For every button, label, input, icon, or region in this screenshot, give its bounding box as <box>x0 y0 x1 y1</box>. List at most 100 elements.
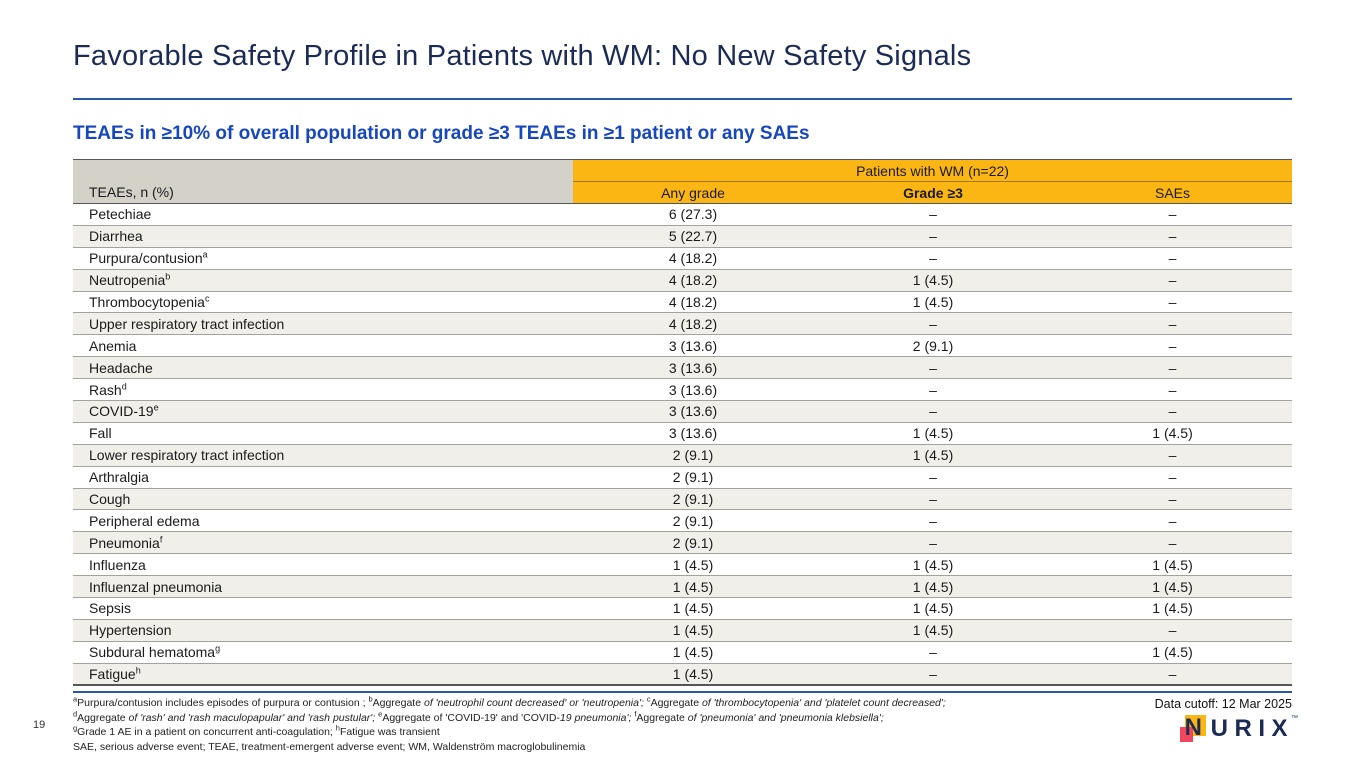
table-caption: TEAEs in ≥10% of overall population or g… <box>73 123 810 144</box>
saes-cell: – <box>1053 400 1293 423</box>
saes-cell: – <box>1053 465 1293 489</box>
any-grade-cell: 1 (4.5) <box>573 575 813 598</box>
group-header-row: TEAEs, n (%) Patients with WM (n=22) <box>73 159 1293 204</box>
table-row: Lower respiratory tract infection 2 (9.1)… <box>73 443 1293 467</box>
teae-name-cell: Cough <box>73 487 573 510</box>
any-grade-cell: 2 (9.1) <box>573 465 813 489</box>
grade3-cell: 1 (4.5) <box>813 421 1053 445</box>
grade3-cell: 1 (4.5) <box>813 597 1053 620</box>
grade3-cell: – <box>929 206 937 223</box>
table-row: Subdural hematomag 1 (4.5) –1 (4.5) <box>73 640 1293 664</box>
table-row: Neutropeniab 4 (18.2) 1 (4.5) – <box>73 268 1293 292</box>
saes-cell: – <box>1053 487 1293 510</box>
any-grade-cell: 3 (13.6) <box>573 421 813 445</box>
column-header-saes: SAEs <box>1053 181 1293 204</box>
page-number: 19 <box>33 719 46 731</box>
teae-name-cell: Arthralgia <box>73 465 573 489</box>
teae-name-cell: Thrombocytopeniac <box>73 290 573 313</box>
data-cutoff-label: Data cutoff: 12 Mar 2025 <box>1154 697 1292 711</box>
saes-cell: – <box>1053 443 1293 467</box>
saes-cell: – <box>1053 662 1293 686</box>
grade3-cell: – <box>813 487 1053 510</box>
teae-name-cell: Rashd <box>73 378 573 401</box>
table-row: Peripheral edema 2 (9.1) – – <box>73 509 1293 532</box>
grade3-cell: 1 (4.5) <box>813 575 1053 598</box>
table-row: Diarrhea 5 (22.7) – – <box>73 224 1293 248</box>
teae-table-container: TEAEs, n (%) Patients with WM (n=22) Any… <box>73 159 1293 687</box>
table-row: COVID-19e 3 (13.6) – – <box>73 400 1293 423</box>
any-grade-cell: 2 (9.1) <box>573 531 813 554</box>
teae-name-cell: Pneumoniaf <box>73 531 573 554</box>
footer-divider <box>73 691 1292 693</box>
table-row: Headache 3 (13.6) – – <box>73 356 1293 379</box>
saes-cell: – <box>1053 531 1293 554</box>
table-row: Fall 3 (13.6) 1 (4.5) 1 (4.5) <box>73 421 1293 445</box>
group-header-cell: Patients with WM (n=22) <box>573 159 1293 182</box>
saes-cell: 1 (4.5) <box>1053 597 1293 620</box>
teae-name-cell: Sepsis <box>73 597 573 620</box>
grade3-cell: – <box>813 509 1053 532</box>
grade3-cell: – <box>813 224 1053 248</box>
saes-cell: – <box>1168 206 1177 223</box>
saes-cell: – <box>1053 246 1293 270</box>
table-row: Arthralgia 2 (9.1) – – <box>73 465 1293 489</box>
teae-name-cell: Fatigueh <box>73 662 573 686</box>
any-grade-cell: 4 (18.2) <box>573 246 813 270</box>
saes-cell: 1 (4.5) <box>1053 421 1293 445</box>
any-grade-cell: 5 (22.7) <box>573 224 813 248</box>
any-grade-cell: 6 (27.3) <box>668 206 718 223</box>
teae-name-cell: Fall <box>73 421 573 445</box>
saes-cell: – <box>1053 509 1293 532</box>
any-grade-cell: 4 (18.2) <box>573 290 813 313</box>
table-row: Thrombocytopeniac 4 (18.2) 1 (4.5) – <box>73 290 1293 313</box>
logo-letter-n: N <box>1184 714 1202 741</box>
table-row: Petechiae 6 (27.3) – – <box>73 204 1292 226</box>
teae-name-cell: Hypertension <box>73 618 573 642</box>
grade3-cell: – <box>813 662 1053 686</box>
table-row: Fatigueh 1 (4.5) – – <box>73 662 1293 686</box>
table-row: Pneumoniaf 2 (9.1) – – <box>73 531 1293 554</box>
table-row: Hypertension 1 (4.5) 1 (4.5) – <box>73 618 1293 642</box>
footnotes: aPurpura/contusion includes episodes of … <box>73 695 1033 754</box>
saes-cell: 1 (4.5) <box>1053 575 1293 598</box>
saes-cell: – <box>1053 618 1293 642</box>
teae-table: TEAEs, n (%) Patients with WM (n=22) Any… <box>73 159 1293 687</box>
grade3-cell: 1 (4.5) <box>813 268 1053 292</box>
row-header-cell: TEAEs, n (%) <box>73 159 573 204</box>
logo-wordmark: URIX <box>1210 715 1294 742</box>
saes-cell: – <box>1053 378 1293 401</box>
any-grade-cell: 1 (4.5) <box>573 553 813 576</box>
table-row: Purpura/contusiona 4 (18.2) – – <box>73 246 1293 270</box>
teae-name-cell: Neutropeniab <box>73 268 573 292</box>
grade3-cell: 1 (4.5) <box>813 290 1053 313</box>
teae-name-cell: Anemia <box>73 334 573 357</box>
saes-cell: – <box>1053 356 1293 379</box>
table-row: Sepsis 1 (4.5) 1 (4.5) 1 (4.5) <box>73 597 1293 620</box>
title-divider <box>73 98 1292 100</box>
footnote-line: dAggregate of 'rash' and 'rash maculopap… <box>73 709 884 724</box>
footnote-line: gGrade 1 AE in a patient on concurrent a… <box>73 723 440 739</box>
saes-cell: – <box>1053 312 1293 335</box>
teae-name-cell: Purpura/contusiona <box>73 246 573 270</box>
teae-name-cell: COVID-19e <box>73 400 573 423</box>
table-row: Influenzal pneumonia 1 (4.5) 1 (4.5) 1 (4.5… <box>73 575 1293 598</box>
any-grade-cell: 3 (13.6) <box>573 378 813 401</box>
any-grade-cell: 4 (18.2) <box>573 312 813 335</box>
logo-pink-square <box>1179 727 1193 742</box>
logo-trademark: ™ <box>1291 715 1298 722</box>
any-grade-cell: 2 (9.1) <box>573 509 813 532</box>
saes-cell: 1 (4.5) <box>1053 640 1293 664</box>
teae-name-cell: Headache <box>73 356 573 379</box>
teae-table-body: Petechiae 6 (27.3) – – Diarrhea 5 (22.7) – – Pur… <box>73 204 1293 686</box>
footnote-line: SAE, serious adverse event; TEAE, treatm… <box>73 740 586 753</box>
grade3-cell: 1 (4.5) <box>813 443 1053 467</box>
teae-name-cell: Influenza <box>73 553 573 576</box>
grade3-cell: – <box>813 465 1053 489</box>
any-grade-cell: 2 (9.1) <box>573 443 813 467</box>
any-grade-cell: 2 (9.1) <box>573 487 813 510</box>
teae-name-cell: Upper respiratory tract infection <box>73 312 573 335</box>
any-grade-cell: 1 (4.5) <box>573 662 813 686</box>
saes-cell: 1 (4.5) <box>1053 553 1293 576</box>
grade3-cell: – <box>813 312 1053 335</box>
